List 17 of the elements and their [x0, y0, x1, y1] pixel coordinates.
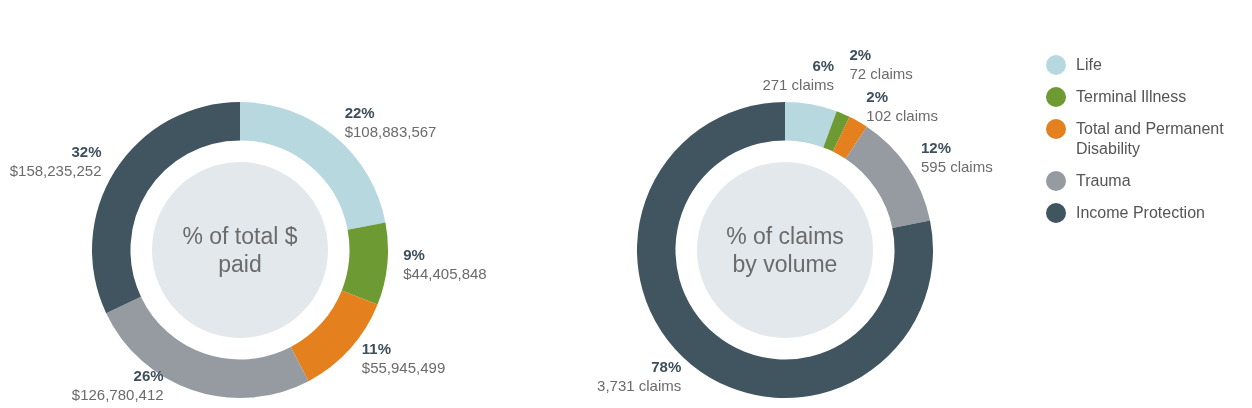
data-label: 12% 595 claims — [921, 138, 993, 175]
text: % of claims by volume — [725, 222, 845, 279]
legend-label: Income Protection — [1076, 203, 1205, 223]
data-label: 32% $158,235,252 — [9, 142, 102, 179]
legend-label: Total and Permanent Disability — [1076, 119, 1225, 159]
data-label: 9% $44,405,848 — [403, 246, 487, 283]
legend-label: Life — [1076, 55, 1102, 75]
data-label: 26% $126,780,412 — [71, 366, 164, 403]
data-label: 2% 102 claims — [866, 88, 939, 125]
text: % of total $ paid — [181, 222, 299, 279]
data-label: 6% 271 claims — [762, 56, 835, 93]
data-label: 78% 3,731 claims — [597, 357, 682, 394]
data-label: 22% $108,883,567 — [344, 104, 437, 141]
data-label: 2% 72 claims — [849, 46, 913, 83]
legend-label: Terminal Illness — [1076, 87, 1187, 107]
legend-label: Trauma — [1076, 171, 1131, 191]
data-label: 11% $55,945,499 — [361, 340, 446, 377]
